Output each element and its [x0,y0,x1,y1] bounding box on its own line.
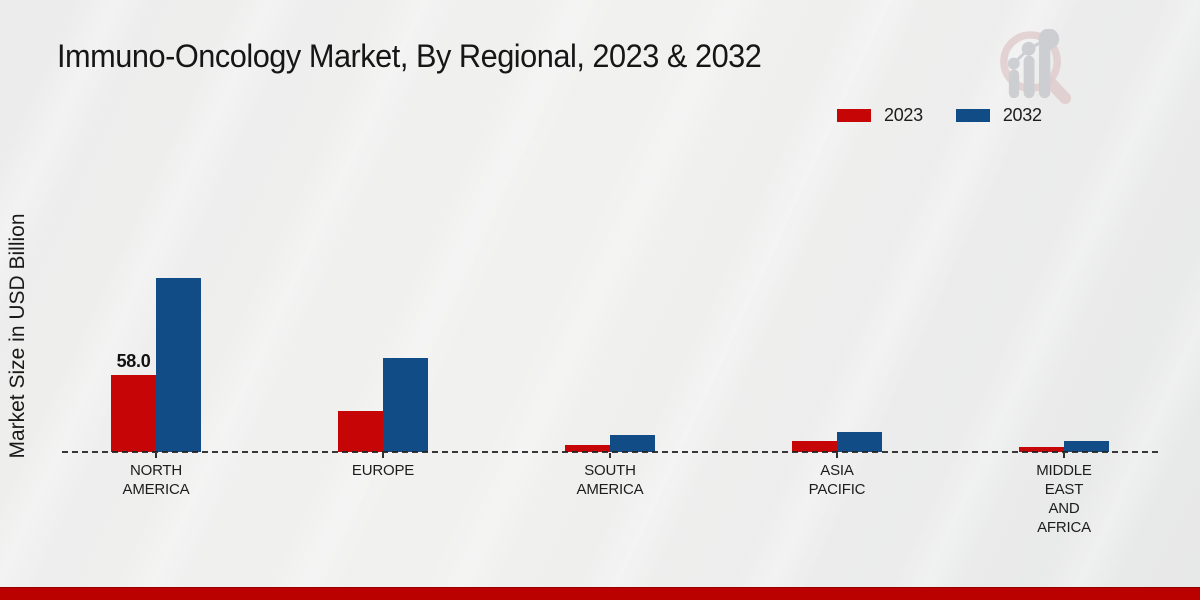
legend-label-2023: 2023 [884,105,923,125]
bar-2023-asia-pacific [792,441,837,452]
axis-tick-south-america [609,453,611,458]
axis-tick-middle-east-and-africa [1063,453,1065,458]
chart-legend: 2023 2032 [837,105,1075,126]
axis-tick-asia-pacific [836,453,838,458]
bar-2032-asia-pacific [837,432,882,452]
magnifier-bar-chart-logo-icon [1000,29,1072,105]
value-label-2023-north-america: 58.0 [116,351,151,371]
axis-tick-north-america [155,453,157,458]
legend-swatch-2032 [955,109,990,122]
bar-2032-north-america [156,278,201,452]
bar-2023-south-america [565,445,610,452]
bar-2023-europe [338,411,383,452]
category-label-north-america: NORTH AMERICA [122,462,190,498]
legend-swatch-2023 [837,109,871,122]
category-label-middle-east-and-africa: MIDDLE EAST AND AFRICA [1036,462,1092,536]
legend-item-2023: 2023 [837,105,923,126]
legend-item-2032: 2032 [955,105,1042,126]
footer-stripe [0,587,1200,600]
bar-2023-middle-east-and-africa [1019,447,1064,452]
bar-2023-north-america [111,375,156,452]
bar-2032-europe [383,358,428,452]
legend-label-2032: 2032 [1002,105,1042,125]
chart-title: Immuno-Oncology Market, By Regional, 202… [57,38,762,74]
category-label-south-america: SOUTH AMERICA [576,462,644,498]
x-axis-baseline [62,451,1158,453]
bar-2032-middle-east-and-africa [1064,441,1109,452]
category-label-asia-pacific: ASIA PACIFIC [808,462,866,498]
bar-2032-south-america [610,435,655,452]
category-label-europe: EUROPE [351,462,415,479]
axis-tick-europe [382,453,384,458]
